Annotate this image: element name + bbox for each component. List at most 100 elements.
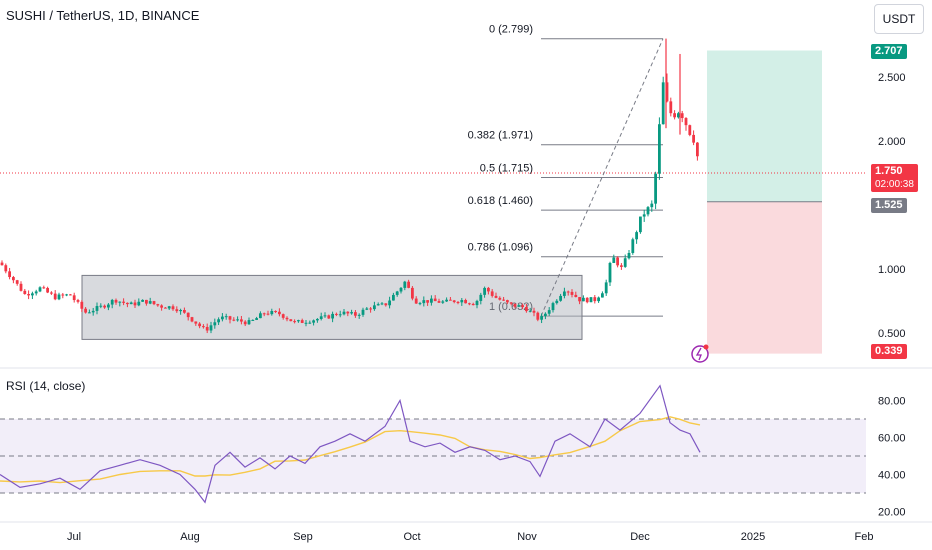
candle-body: [145, 299, 148, 304]
candle-body: [194, 321, 198, 324]
candle-body: [179, 309, 182, 312]
time-tick-label: 2025: [741, 531, 765, 543]
candle-body: [323, 315, 327, 317]
alert-icon[interactable]: [691, 344, 709, 363]
stop-zone: [707, 201, 822, 354]
candle-body: [665, 82, 669, 102]
currency-selector[interactable]: USDT: [874, 4, 924, 34]
price-tick-label: 0.500: [878, 328, 906, 340]
rsi-tick-label: 60.00: [878, 433, 906, 445]
candle-body: [547, 310, 551, 314]
candles: [0, 38, 699, 334]
candle-body: [0, 262, 4, 266]
candle-body: [259, 313, 262, 319]
candle-body: [186, 312, 190, 318]
candle-body: [236, 319, 239, 321]
candle-body: [658, 124, 661, 174]
candle-body: [103, 305, 106, 308]
candle-body: [361, 309, 365, 315]
candle-body: [669, 101, 673, 114]
candle-body: [19, 283, 23, 291]
candle-body: [293, 321, 296, 323]
candle-body: [46, 287, 49, 293]
current-price-tag: 1.750 02:00:38: [871, 164, 918, 192]
candle-body: [582, 297, 585, 302]
consolidation-range-box: [81, 274, 583, 340]
candle-body: [696, 142, 699, 157]
candle-body: [646, 207, 650, 215]
candle-body: [392, 294, 395, 301]
rsi-levels: [0, 418, 866, 494]
candle-body: [232, 319, 236, 321]
candle-body: [312, 320, 315, 323]
candle-body: [642, 214, 646, 217]
candle-body: [551, 303, 555, 311]
candle-body: [262, 313, 266, 315]
candle-body: [589, 297, 593, 303]
candle-body: [183, 309, 186, 313]
candle-body: [91, 310, 95, 313]
candle-body: [137, 301, 141, 306]
candle-body: [464, 300, 467, 304]
candle-body: [350, 312, 353, 314]
candle-body: [388, 300, 391, 306]
candle-body: [304, 322, 308, 324]
candle-body: [285, 317, 289, 320]
candle-body: [133, 302, 137, 306]
candle-body: [418, 303, 422, 305]
candle-body: [69, 294, 72, 296]
candle-body: [635, 232, 638, 240]
candle-body: [57, 294, 61, 300]
candle-body: [129, 302, 133, 305]
candle-body: [316, 318, 319, 321]
target-zone: [707, 50, 822, 202]
rsi-title: RSI (14, close): [6, 379, 86, 393]
candle-body: [471, 303, 475, 306]
candle-body: [23, 290, 27, 295]
candle-body: [661, 82, 665, 125]
candle-body: [213, 322, 217, 326]
candle-body: [513, 303, 517, 307]
candle-body: [342, 311, 346, 315]
fib-level-label: 0 (2.799): [489, 24, 533, 36]
candle-body: [422, 300, 426, 304]
candle-body: [483, 287, 486, 295]
candle-body: [426, 300, 429, 303]
candle-body: [84, 308, 87, 313]
candle-body: [494, 295, 498, 298]
candle-body: [270, 311, 274, 315]
candle-body: [331, 313, 334, 319]
candle-body: [627, 252, 631, 259]
candle-body: [430, 298, 433, 303]
candle-body: [433, 298, 437, 302]
candle-body: [650, 203, 654, 208]
time-tick-label: Sep: [293, 531, 313, 543]
time-tick-label: Nov: [517, 531, 537, 543]
candle-body: [620, 265, 623, 267]
candle-body: [224, 316, 228, 318]
candle-body: [555, 300, 559, 304]
candle-body: [407, 281, 410, 288]
candle-body: [487, 287, 490, 292]
candle-body: [498, 297, 502, 300]
candle-body: [437, 301, 441, 303]
candle-body: [15, 280, 19, 284]
candle-body: [34, 291, 38, 294]
candle-body: [122, 301, 125, 303]
candle-body: [308, 322, 312, 324]
target-price-tag: 2.707: [871, 44, 907, 59]
candle-body: [563, 291, 566, 296]
candle-body: [612, 257, 616, 263]
candle-body: [692, 134, 695, 143]
candle-body: [479, 294, 483, 301]
time-tick-label: Jul: [67, 531, 81, 543]
candle-body: [126, 302, 129, 305]
candle-body: [570, 291, 574, 295]
candle-body: [623, 258, 627, 267]
candle-body: [31, 293, 34, 296]
candle-body: [574, 294, 578, 298]
candle-body: [164, 307, 167, 309]
candle-body: [631, 239, 635, 253]
candle-body: [72, 295, 76, 301]
candle-body: [289, 319, 293, 322]
